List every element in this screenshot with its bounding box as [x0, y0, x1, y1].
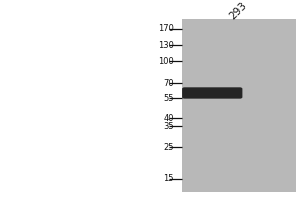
Text: 25: 25 [164, 143, 174, 152]
Text: 170: 170 [158, 24, 174, 33]
Text: 40: 40 [164, 114, 174, 123]
Bar [182, 19, 296, 192]
Text: 70: 70 [164, 79, 174, 88]
Text: 35: 35 [164, 122, 174, 131]
Text: 55: 55 [164, 94, 174, 103]
Text: 100: 100 [158, 57, 174, 66]
FancyBboxPatch shape [182, 87, 242, 99]
Text: 15: 15 [164, 174, 174, 183]
Text: 130: 130 [158, 41, 174, 50]
Text: 293: 293 [227, 1, 248, 22]
